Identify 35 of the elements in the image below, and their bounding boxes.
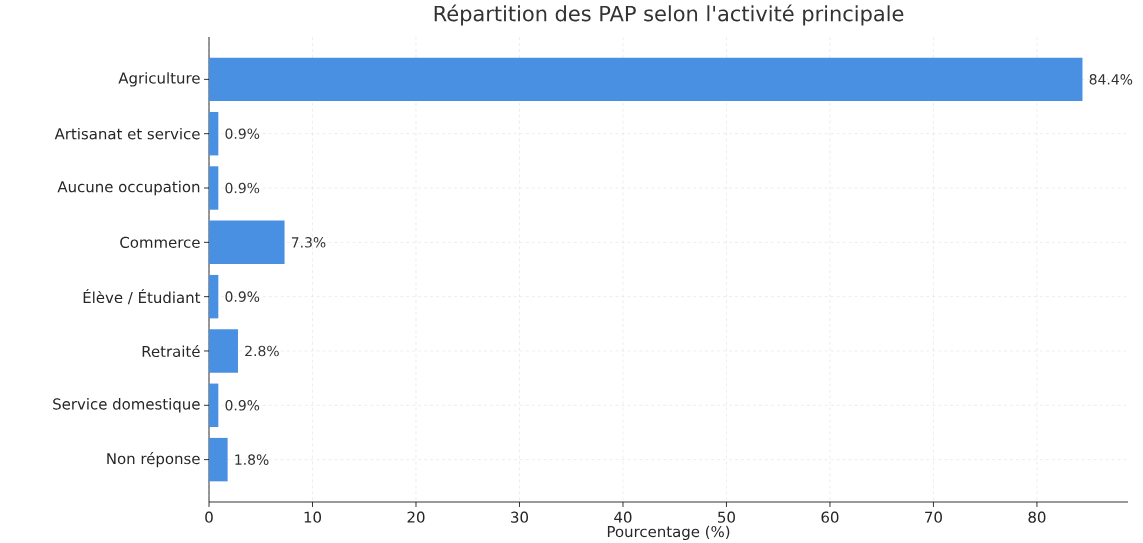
x-tick-label: 70 <box>925 511 942 523</box>
y-tick-label: Agriculture <box>118 72 200 87</box>
x-tick-label: 0 <box>205 511 213 523</box>
x-axis-title: Pourcentage (%) <box>607 525 730 541</box>
data-label: 1.8% <box>235 454 269 465</box>
bar <box>209 166 219 210</box>
x-tick-label: 10 <box>304 511 322 523</box>
x-tick-label: 40 <box>614 511 632 523</box>
data-label: 2.8% <box>245 345 279 357</box>
chart-title: Répartition des PAP selon l'activité principale <box>434 4 904 26</box>
bar <box>209 437 228 482</box>
x-tick-label: 80 <box>1028 511 1046 523</box>
x-tick-label: 60 <box>821 511 839 523</box>
y-tick-label: Commerce <box>120 236 200 248</box>
bar <box>209 220 285 265</box>
x-tick-label: 50 <box>718 511 735 523</box>
bar <box>209 111 219 156</box>
bar <box>209 383 219 428</box>
bar <box>209 329 238 373</box>
data-label: 0.9% <box>225 291 260 302</box>
bar <box>209 274 219 319</box>
bar <box>209 57 1083 102</box>
y-tick-label: Service domestique <box>53 398 200 413</box>
data-label: 0.9% <box>225 400 260 411</box>
x-tick-label: 30 <box>511 511 528 523</box>
data-label: 84.4% <box>1089 74 1133 85</box>
y-tick-label: Retraité <box>142 344 200 358</box>
data-label: 0.9% <box>225 128 260 139</box>
data-label: 0.9% <box>225 182 260 194</box>
y-tick-label: Artisanat et service <box>54 127 200 140</box>
data-label: 7.3% <box>291 237 326 248</box>
y-tick-label: Aucune occupation <box>57 180 200 196</box>
x-tick-label: 20 <box>407 511 425 523</box>
y-tick-label: Non réponse <box>107 452 200 468</box>
y-tick-label: Élève / Étudiant <box>83 289 201 305</box>
